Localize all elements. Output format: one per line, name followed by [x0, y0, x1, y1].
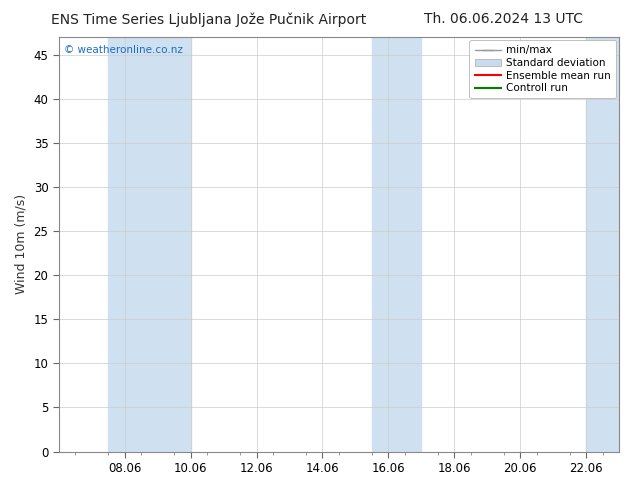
- Bar: [372, 37, 422, 452]
- Bar: [108, 37, 191, 452]
- Text: ENS Time Series Ljubljana Jože Pučnik Airport: ENS Time Series Ljubljana Jože Pučnik Ai…: [51, 12, 366, 27]
- Text: © weatheronline.co.nz: © weatheronline.co.nz: [65, 46, 183, 55]
- Bar: [586, 37, 634, 452]
- Y-axis label: Wind 10m (m/s): Wind 10m (m/s): [15, 194, 28, 294]
- Text: Th. 06.06.2024 13 UTC: Th. 06.06.2024 13 UTC: [424, 12, 583, 26]
- Legend: min/max, Standard deviation, Ensemble mean run, Controll run: min/max, Standard deviation, Ensemble me…: [469, 40, 616, 98]
